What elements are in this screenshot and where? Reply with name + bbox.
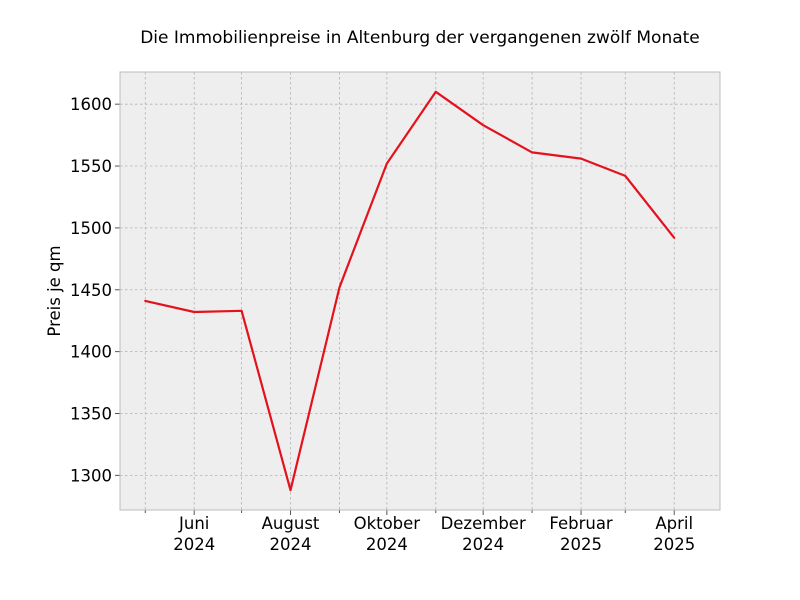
grid bbox=[120, 72, 720, 510]
x-tick-year: 2024 bbox=[366, 535, 408, 554]
y-tick-label: 1500 bbox=[70, 219, 112, 238]
y-tick-label: 1550 bbox=[70, 157, 112, 176]
x-tick-label: April 2025 bbox=[653, 514, 695, 554]
x-tick-label: Dezember 2024 bbox=[441, 514, 526, 554]
x-tick-month: August bbox=[262, 514, 320, 533]
x-tick-year: 2025 bbox=[560, 535, 602, 554]
y-tick-label: 1400 bbox=[70, 343, 112, 362]
plot-frame bbox=[119, 71, 721, 511]
x-tick-year: 2025 bbox=[653, 535, 695, 554]
x-tick-year: 2024 bbox=[270, 535, 312, 554]
x-tick-month: Oktober bbox=[354, 514, 421, 533]
y-tick-label: 1450 bbox=[70, 281, 112, 300]
y-tick-label: 1300 bbox=[70, 466, 112, 485]
x-tick-label: Februar 2025 bbox=[549, 514, 613, 554]
plot-area bbox=[120, 72, 720, 510]
x-tick-label: Juni 2024 bbox=[173, 514, 215, 554]
chart-title: Die Immobilienpreise in Altenburg der ve… bbox=[140, 28, 700, 48]
x-tick-month: Februar bbox=[549, 514, 613, 533]
y-tick-label: 1600 bbox=[70, 95, 112, 114]
series-line bbox=[144, 90, 676, 492]
x-tick-year: 2024 bbox=[173, 535, 215, 554]
x-tick-month: Dezember bbox=[441, 514, 526, 533]
x-tick-year: 2024 bbox=[462, 535, 504, 554]
x-tick-month: Juni bbox=[178, 514, 209, 533]
series-group bbox=[144, 90, 676, 492]
x-tick-label: August 2024 bbox=[262, 514, 320, 554]
y-tick-label: 1350 bbox=[70, 404, 112, 423]
y-axis-label: Preis je qm bbox=[45, 245, 64, 336]
x-tick-label: Oktober 2024 bbox=[354, 514, 421, 554]
x-tick-month: April bbox=[655, 514, 693, 533]
